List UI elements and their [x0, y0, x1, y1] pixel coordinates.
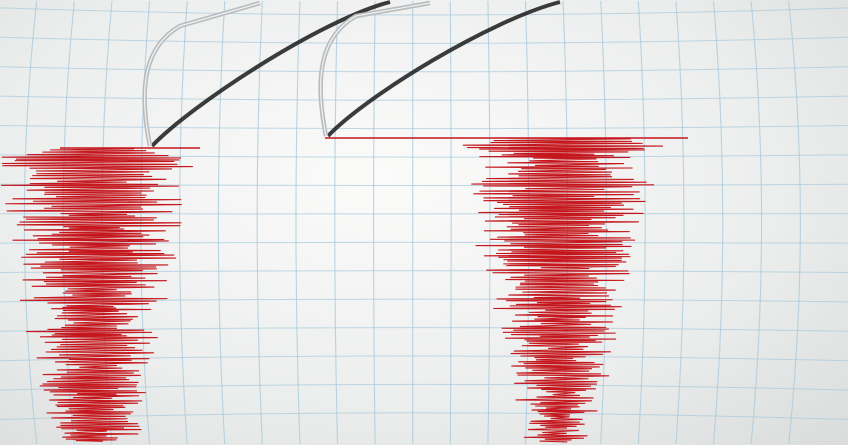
grid-line-vertical [334, 0, 339, 445]
grid-line-vertical [712, 0, 724, 445]
grid-line-vertical [449, 0, 452, 445]
grid-line-horizontal [0, 66, 848, 73]
grid-line-vertical [637, 0, 646, 445]
grid-line-horizontal [0, 125, 848, 130]
grid-line-vertical [179, 0, 188, 445]
needle-shadow [326, 0, 561, 138]
grid-line-horizontal [0, 270, 848, 273]
needle-highlight [320, 2, 431, 137]
grid-line-vertical [373, 0, 376, 445]
grid-line-vertical [487, 0, 491, 445]
grid-line-horizontal [0, 36, 848, 44]
grid-line-horizontal [0, 7, 848, 16]
grid-line-horizontal [0, 241, 848, 244]
seismic-wave [0, 147, 193, 442]
grid-line-vertical [256, 0, 263, 445]
needle-shadows [150, 0, 561, 148]
needle-highlight [144, 2, 261, 147]
needles [142, 0, 431, 147]
grid-line-vertical [750, 0, 763, 445]
grid-line-vertical [217, 0, 226, 445]
grid-line-vertical [295, 0, 301, 445]
seismic-wave [462, 137, 664, 443]
grid-line-vertical [675, 0, 685, 445]
grid-line-vertical [788, 0, 801, 445]
needle-shadow [150, 0, 391, 148]
grid-line-horizontal [0, 95, 848, 101]
seismic-traces [0, 137, 688, 443]
